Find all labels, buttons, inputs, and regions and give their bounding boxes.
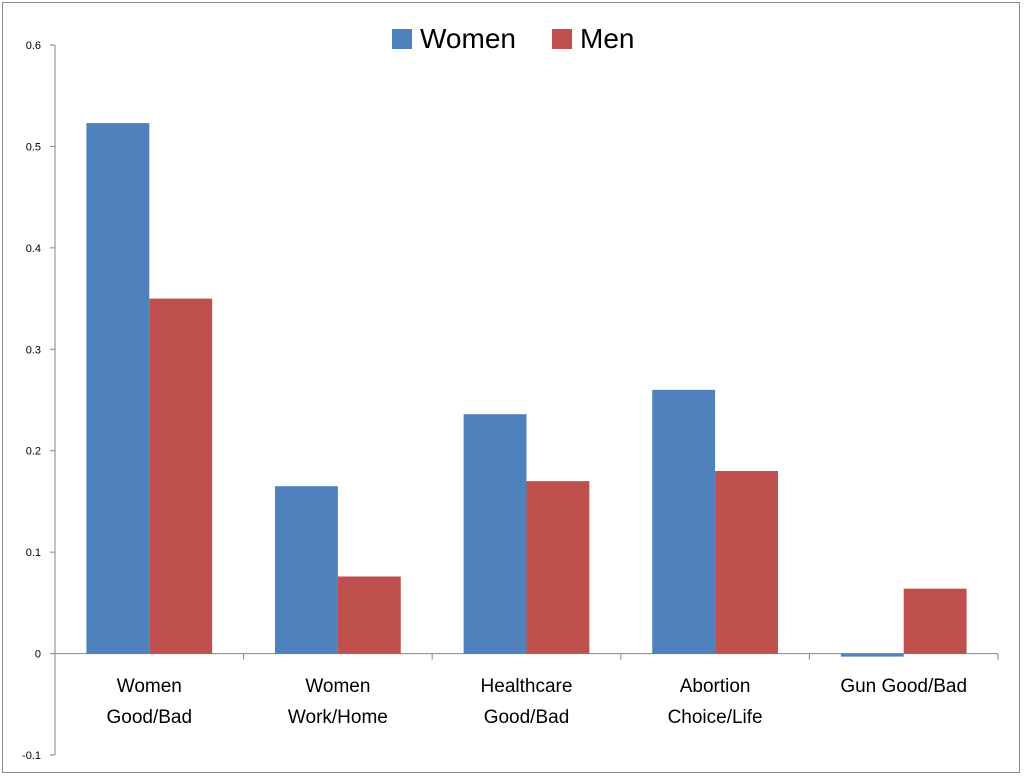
category-label: Abortion [680, 676, 751, 697]
bar-women-4 [840, 653, 904, 657]
y-axis: 0.6 0.5 0.4 0.3 0.2 0.1 0 -0.1 [22, 40, 56, 762]
bar-men-4 [903, 588, 967, 654]
y-tick-label: 0.5 [26, 141, 41, 153]
legend-label-women: Women [420, 23, 516, 54]
bar-men-1 [337, 576, 401, 654]
legend-swatch-men [552, 29, 572, 49]
y-tick-label: 0.3 [26, 344, 41, 356]
bar-women-3 [652, 389, 716, 654]
category-label: Healthcare [481, 676, 573, 697]
legend: Women Men [392, 23, 634, 54]
bar-men-3 [715, 471, 778, 654]
y-tick-label: 0 [35, 649, 41, 661]
category-label: Choice/Life [668, 707, 763, 728]
category-label: Good/Bad [107, 707, 193, 728]
y-tick-label: 0.6 [26, 40, 41, 52]
category-label: Women [117, 676, 182, 697]
category-label: Women [305, 676, 370, 697]
category-label: Work/Home [288, 707, 388, 728]
legend-swatch-women [392, 29, 412, 49]
bar-women-0 [86, 123, 150, 654]
legend-label-men: Men [580, 23, 634, 54]
bar-women-1 [275, 486, 338, 654]
bar-men-2 [526, 481, 590, 654]
category-labels: Women Good/Bad Women Work/Home Healthcare Goo… [107, 676, 968, 728]
y-tick-label: -0.1 [22, 750, 41, 762]
y-tick-label: 0.4 [26, 243, 41, 255]
y-tick-label: 0.1 [26, 547, 41, 559]
y-tick-label: 0.2 [26, 446, 41, 458]
bar-women-2 [463, 414, 527, 654]
bar-men-0 [149, 298, 213, 654]
category-label: Gun Good/Bad [840, 676, 967, 697]
bars [86, 123, 967, 657]
category-label: Good/Bad [484, 707, 570, 728]
